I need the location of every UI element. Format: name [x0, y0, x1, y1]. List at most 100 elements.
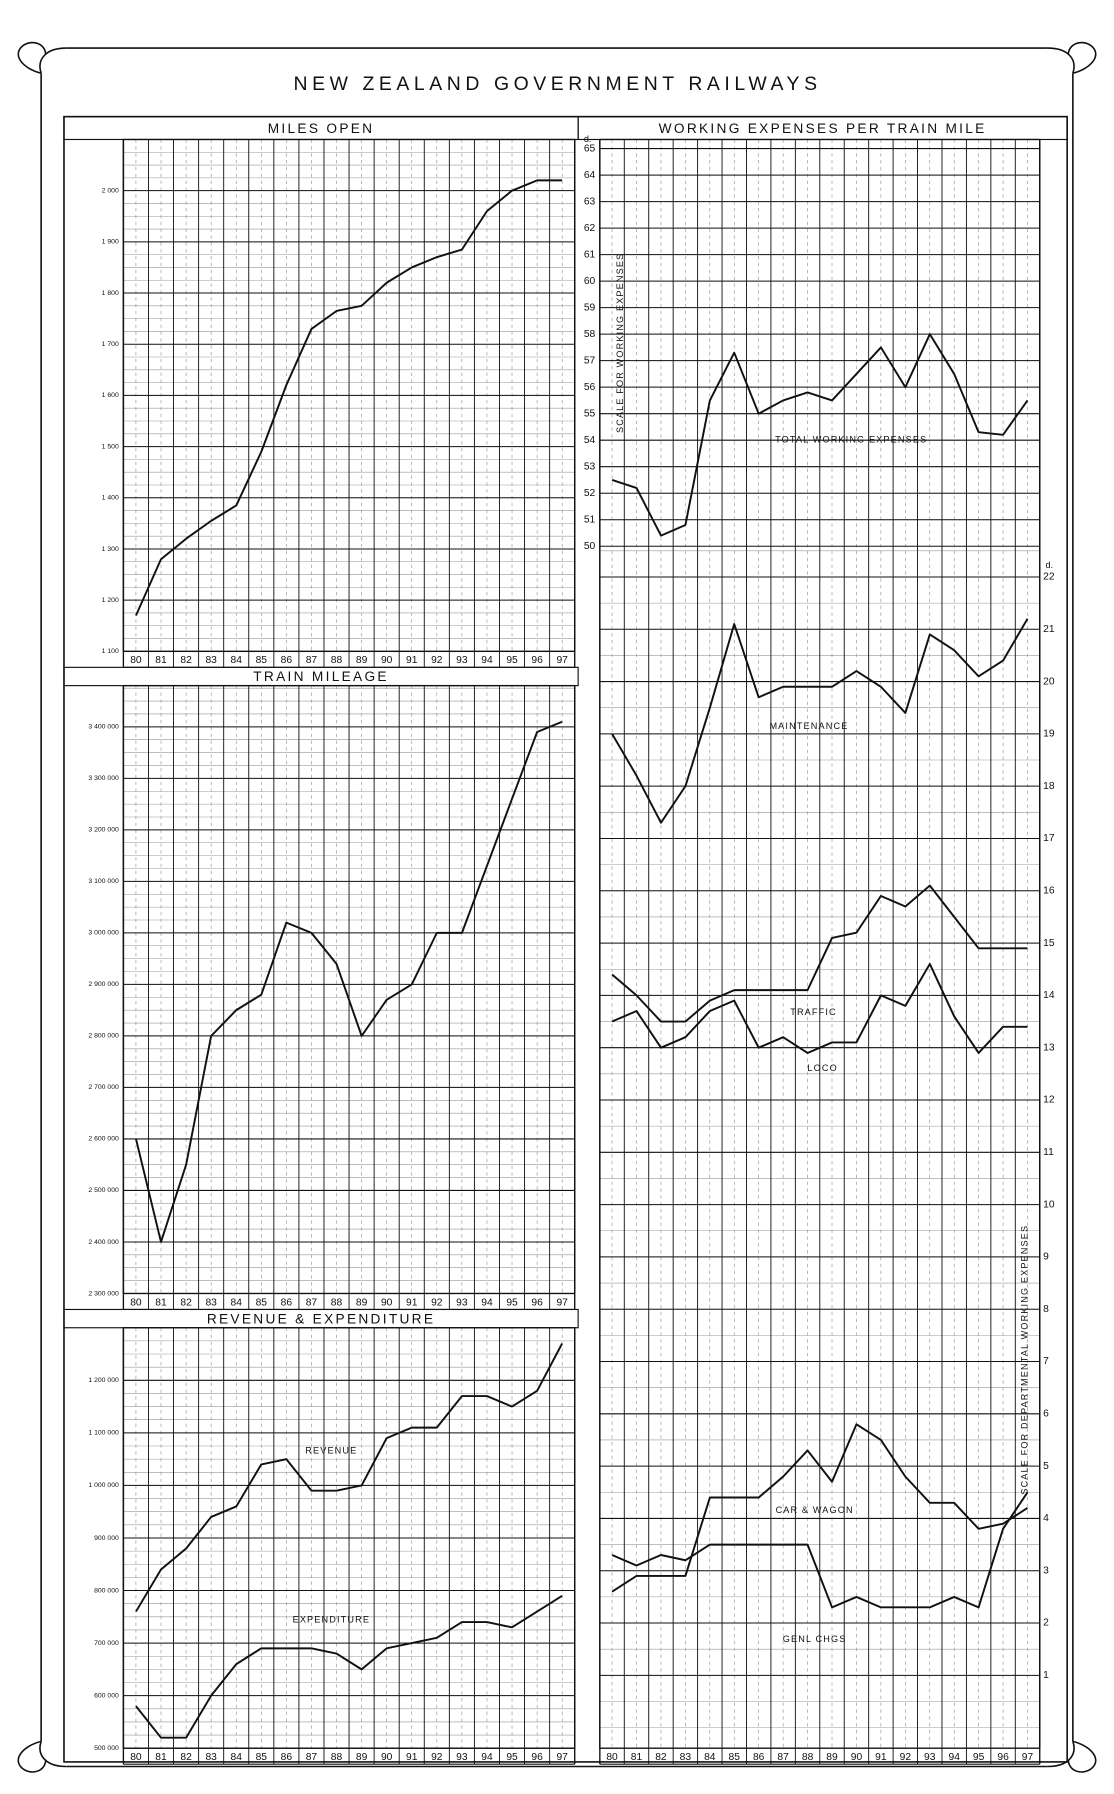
y-tick-label: 57 [584, 355, 596, 366]
x-tick-label: 91 [406, 655, 418, 666]
x-tick-label: 86 [281, 1752, 293, 1763]
data-line [135, 179, 563, 616]
data-line [135, 1594, 563, 1739]
x-tick-label: 81 [631, 1752, 643, 1763]
x-tick-label: 95 [506, 1297, 518, 1308]
y-tick-label: 1 200 000 [88, 1377, 119, 1384]
y2-tick-label: 3 [1043, 1565, 1049, 1576]
y-tick-label: 3 300 000 [88, 775, 119, 782]
y-tick-label: 1 800 [102, 290, 119, 297]
y2-tick-label: 9 [1043, 1252, 1049, 1263]
y-tick-label: 1 200 [102, 597, 119, 604]
x-tick-label: 96 [531, 1297, 543, 1308]
y-tick-label: 1 000 000 [88, 1482, 119, 1489]
y-axis-label: SCALE FOR WORKING EXPENSES [615, 253, 625, 433]
x-tick-label: 84 [231, 1297, 243, 1308]
x-tick-label: 81 [155, 1297, 167, 1308]
x-tick-label: 83 [205, 1752, 217, 1763]
x-tick-label: 86 [753, 1752, 765, 1763]
x-tick-label: 95 [973, 1752, 985, 1763]
y2-tick-label: 16 [1043, 885, 1055, 896]
x-tick-label: 84 [231, 655, 243, 666]
y-tick-label: 900 000 [94, 1535, 119, 1542]
y2-tick-label: 22 [1043, 572, 1055, 583]
x-tick-label: 97 [1022, 1752, 1034, 1763]
x-tick-label: 87 [306, 1297, 318, 1308]
y-tick-label: 50 [584, 541, 596, 552]
y2-tick-label: 19 [1043, 729, 1055, 740]
y-tick-label: 1 400 [102, 495, 119, 502]
panel-title: WORKING EXPENSES PER TRAIN MILE [659, 121, 987, 136]
y2-tick-label: 13 [1043, 1042, 1055, 1053]
x-tick-label: 81 [155, 1752, 167, 1763]
x-tick-label: 80 [130, 655, 142, 666]
x-tick-label: 89 [356, 1752, 368, 1763]
panel-title: REVENUE & EXPENDITURE [207, 1311, 435, 1326]
x-tick-label: 90 [851, 1752, 863, 1763]
y-tick-label: 3 000 000 [88, 930, 119, 937]
x-tick-label: 93 [456, 1752, 468, 1763]
y2-unit: d. [1045, 560, 1053, 570]
y-tick-label: 53 [584, 461, 596, 472]
x-tick-label: 85 [256, 1752, 268, 1763]
x-tick-label: 80 [130, 1297, 142, 1308]
x-tick-label: 90 [381, 1752, 393, 1763]
x-tick-label: 82 [655, 1752, 667, 1763]
y-tick-label: 60 [584, 276, 596, 287]
y-tick-label: 1 900 [102, 239, 119, 246]
y-tick-label: 52 [584, 488, 596, 499]
y-unit: d. [584, 134, 592, 144]
x-tick-label: 86 [281, 655, 293, 666]
x-tick-label: 86 [281, 1297, 293, 1308]
y2-tick-label: 17 [1043, 833, 1055, 844]
x-tick-label: 96 [531, 1752, 543, 1763]
x-tick-label: 88 [802, 1752, 814, 1763]
x-tick-label: 87 [777, 1752, 789, 1763]
panel-title: MILES OPEN [268, 121, 375, 136]
series-label: EXPENDITURE [293, 1615, 370, 1625]
x-tick-label: 92 [431, 1752, 443, 1763]
y-tick-label: 2 700 000 [88, 1084, 119, 1091]
y-tick-label: 51 [584, 514, 596, 525]
y2-tick-label: 7 [1043, 1356, 1049, 1367]
x-tick-label: 94 [481, 655, 493, 666]
data-line [611, 618, 1029, 824]
x-tick-label: 85 [729, 1752, 741, 1763]
y-tick-label: 2 000 [102, 187, 119, 194]
series-label: GENL CHGS [783, 1634, 847, 1644]
y-tick-label: 2 900 000 [88, 981, 119, 988]
y2-tick-label: 10 [1043, 1199, 1055, 1210]
series-label: LOCO [807, 1063, 837, 1073]
x-tick-label: 84 [231, 1752, 243, 1763]
series-label: TRAFFIC [790, 1007, 837, 1017]
y-tick-label: 63 [584, 196, 596, 207]
x-tick-label: 80 [606, 1752, 618, 1763]
x-tick-label: 90 [381, 655, 393, 666]
y-tick-label: 1 100 [102, 648, 119, 655]
data-line [135, 1343, 564, 1613]
x-tick-label: 92 [900, 1752, 912, 1763]
y2-tick-label: 14 [1043, 990, 1055, 1001]
x-tick-label: 89 [826, 1752, 838, 1763]
x-tick-label: 92 [431, 655, 443, 666]
x-tick-label: 94 [481, 1297, 493, 1308]
x-tick-label: 96 [531, 655, 543, 666]
y-tick-label: 64 [584, 170, 596, 181]
page-title: NEW ZEALAND GOVERNMENT RAILWAYS [294, 73, 822, 95]
x-tick-label: 88 [331, 655, 343, 666]
y2-tick-label: 8 [1043, 1304, 1049, 1315]
x-tick-label: 91 [406, 1752, 418, 1763]
y-tick-label: 58 [584, 329, 596, 340]
data-line [611, 1423, 1029, 1593]
x-tick-label: 95 [506, 1752, 518, 1763]
x-tick-label: 92 [431, 1297, 443, 1308]
border [40, 47, 1074, 1768]
y-tick-label: 56 [584, 382, 596, 393]
x-tick-label: 85 [256, 655, 268, 666]
y-tick-label: 61 [584, 249, 596, 260]
y-tick-label: 1 100 000 [88, 1430, 119, 1437]
y-tick-label: 800 000 [94, 1587, 119, 1594]
y2-tick-label: 12 [1043, 1095, 1055, 1106]
